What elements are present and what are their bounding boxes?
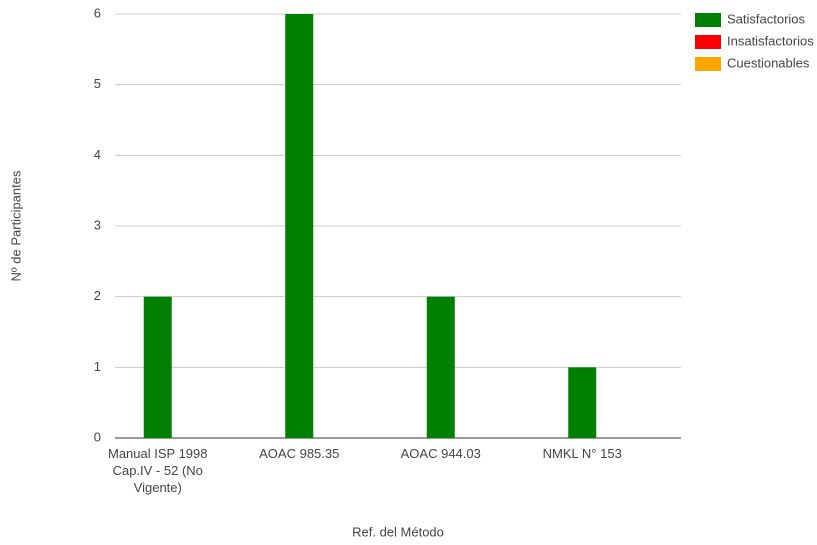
- bar: [426, 296, 455, 438]
- y-tick-label: 3: [94, 217, 101, 232]
- legend-label: Insatisfactorios: [727, 33, 814, 48]
- y-axis-label: Nº de Participantes: [8, 170, 23, 281]
- y-tick-label: 6: [94, 5, 101, 20]
- legend-swatch: [695, 35, 721, 49]
- x-tick-label: NMKL N° 153: [542, 446, 622, 461]
- bar: [568, 367, 597, 438]
- legend-swatch: [695, 57, 721, 71]
- x-tick-label: AOAC 985.35: [259, 446, 340, 461]
- legend-label: Satisfactorios: [727, 11, 806, 26]
- legend-swatch: [695, 13, 721, 27]
- x-tick-label: AOAC 944.03: [400, 446, 481, 461]
- bar: [143, 296, 172, 438]
- y-tick-label: 4: [94, 147, 101, 162]
- y-tick-label: 5: [94, 76, 101, 91]
- legend-label: Cuestionables: [727, 55, 810, 70]
- y-tick-label: 2: [94, 288, 101, 303]
- y-tick-label: 0: [94, 429, 101, 444]
- y-tick-label: 1: [94, 359, 101, 374]
- x-axis-label: Ref. del Método: [352, 524, 444, 539]
- bar: [285, 14, 314, 438]
- x-tick-label: Manual ISP 1998 Cap.IV - 52 (No Vigente): [108, 446, 208, 495]
